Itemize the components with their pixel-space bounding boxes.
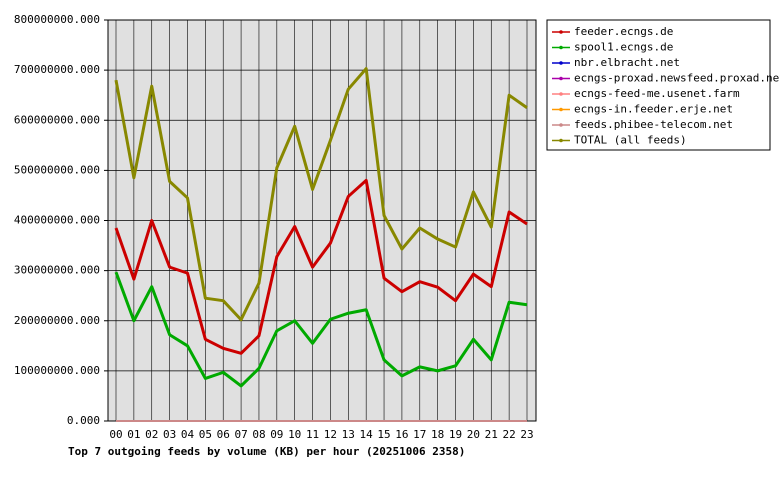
x-tick-label: 00 (109, 428, 122, 441)
legend-label: ecngs-in.feeder.erje.net (574, 103, 733, 116)
legend-label: feeds.phibee-telecom.net (574, 118, 733, 131)
x-tick-label: 10 (288, 428, 301, 441)
x-tick-label: 01 (127, 428, 140, 441)
y-tick-label: 100000000.000 (14, 364, 100, 377)
legend-marker (559, 92, 563, 96)
x-tick-label: 11 (306, 428, 319, 441)
legend-marker (559, 30, 563, 34)
legend-marker (559, 45, 563, 50)
x-tick-label: 07 (234, 428, 247, 441)
legend-label: feeder.ecngs.de (574, 25, 673, 38)
legend-label: ecngs-feed-me.usenet.farm (574, 87, 740, 100)
x-tick-label: 15 (377, 428, 390, 441)
y-tick-label: 400000000.000 (14, 214, 100, 227)
x-tick-label: 18 (431, 428, 444, 441)
legend-box (546, 19, 771, 151)
series-line (114, 67, 528, 322)
y-tick-label: 800000000.000 (14, 13, 100, 26)
x-tick-label: 02 (145, 428, 158, 441)
x-tick-label: 13 (342, 428, 355, 441)
x-tick-label: 03 (163, 428, 176, 441)
legend-marker (559, 138, 563, 143)
x-tick-label: 20 (467, 428, 480, 441)
y-tick-label: 600000000.000 (14, 113, 100, 126)
x-tick-label: 16 (395, 428, 408, 441)
y-tick-label: 500000000.000 (14, 163, 100, 176)
legend-marker (559, 107, 563, 112)
y-tick-label: 700000000.000 (14, 63, 100, 76)
x-tick-label: 06 (217, 428, 230, 441)
chart-title: Top 7 outgoing feeds by volume (KB) per … (68, 445, 465, 458)
x-tick-label: 21 (485, 428, 498, 441)
y-tick-label: 200000000.000 (14, 314, 100, 327)
x-tick-label: 09 (270, 428, 283, 441)
legend-label: TOTAL (all feeds) (574, 134, 687, 147)
x-tick-label: 14 (360, 428, 374, 441)
legend-label: nbr.elbracht.net (574, 56, 680, 69)
x-tick-label: 08 (252, 428, 265, 441)
x-tick-label: 04 (181, 428, 195, 441)
series-line (114, 271, 528, 388)
x-tick-label: 19 (449, 428, 462, 441)
x-tick-label: 23 (520, 428, 533, 441)
legend-marker (559, 76, 563, 81)
legend-label: ecngs-proxad.newsfeed.proxad.net (574, 72, 780, 85)
legend-marker (559, 123, 563, 127)
x-tick-label: 17 (413, 428, 426, 441)
series-line (114, 178, 528, 355)
legend-marker (559, 61, 563, 65)
y-tick-label: 0.000 (67, 414, 100, 427)
x-tick-label: 05 (199, 428, 212, 441)
x-tick-label: 22 (503, 428, 516, 441)
y-tick-label: 300000000.000 (14, 264, 100, 277)
legend-label: spool1.ecngs.de (574, 41, 673, 54)
x-tick-label: 12 (324, 428, 337, 441)
